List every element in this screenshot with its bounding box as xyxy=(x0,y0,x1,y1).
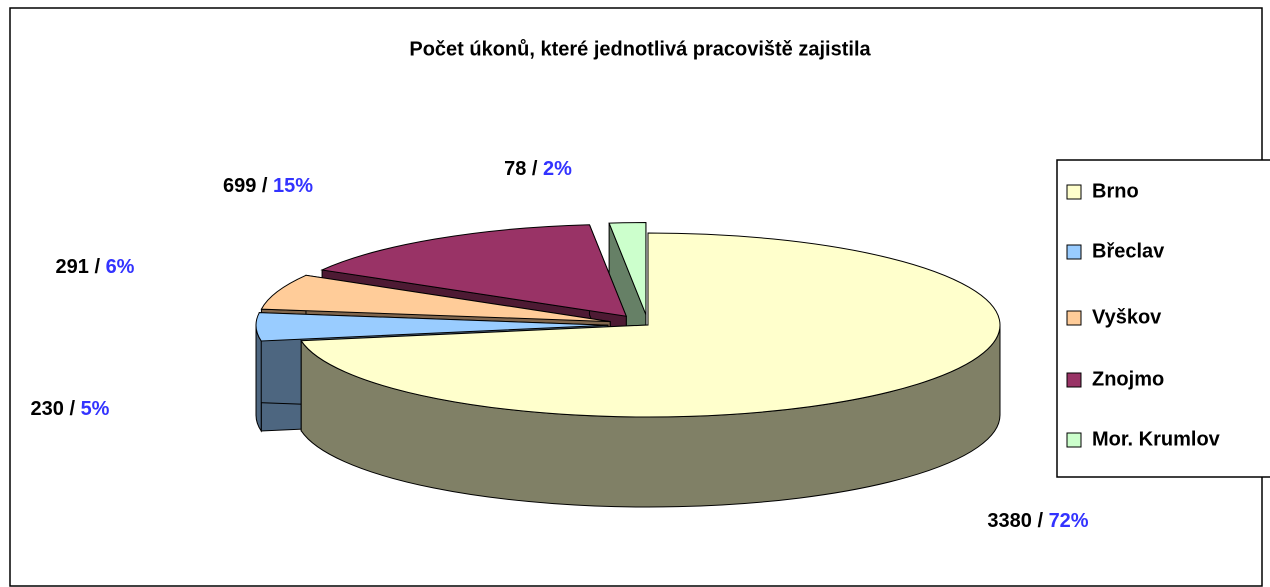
legend-label: Vyškov xyxy=(1092,306,1162,328)
legend-swatch xyxy=(1066,432,1082,448)
legend-swatch xyxy=(1066,244,1082,260)
slice xyxy=(300,232,1001,508)
legend-label: Břeclav xyxy=(1092,240,1165,262)
data-label: 3380 / 72% xyxy=(987,510,1088,532)
legend-label: Brno xyxy=(1092,180,1139,202)
legend-box xyxy=(1056,159,1270,478)
slice-top xyxy=(255,312,609,342)
data-label: 78 / 2% xyxy=(504,158,572,180)
data-label: 699 / 15% xyxy=(223,175,313,197)
slice-wall xyxy=(255,325,262,433)
legend-swatch xyxy=(1066,184,1082,200)
slice-top xyxy=(260,274,611,323)
chart-title: Počet úkonů, které jednotlivá pracoviště… xyxy=(409,38,871,60)
data-label: 291 / 6% xyxy=(56,256,135,278)
slice-top xyxy=(608,222,647,315)
slice-top xyxy=(300,232,1001,418)
legend-swatch xyxy=(1066,310,1082,326)
slice-top xyxy=(320,224,628,317)
legend-label: Mor. Krumlov xyxy=(1092,428,1221,450)
legend-swatch xyxy=(1066,372,1082,388)
data-label: 230 / 5% xyxy=(31,398,110,420)
legend-label: Znojmo xyxy=(1092,368,1164,390)
